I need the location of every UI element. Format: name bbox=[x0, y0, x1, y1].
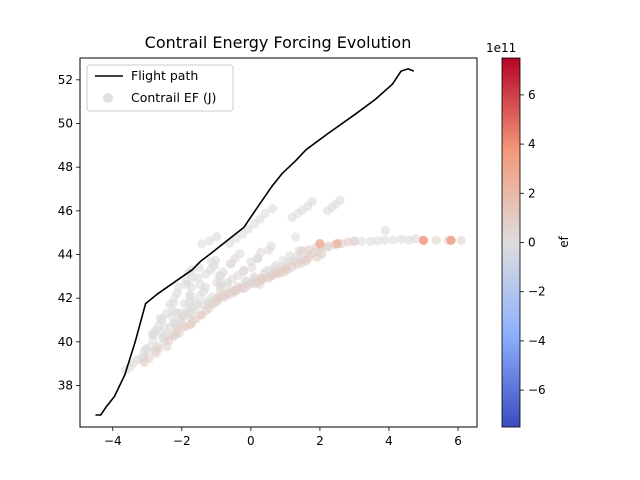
colorbar-exponent: 1e11 bbox=[486, 41, 516, 55]
contrail-point bbox=[190, 296, 200, 306]
contrail-point bbox=[388, 235, 399, 245]
legend-label-contrail-ef: Contrail EF (J) bbox=[131, 90, 216, 105]
contrail-point bbox=[256, 247, 266, 257]
colorbar-tick-label: 0 bbox=[528, 236, 536, 250]
x-tick-label: −2 bbox=[173, 434, 191, 448]
contrail-point bbox=[201, 282, 211, 292]
contrail-point bbox=[373, 236, 383, 246]
colorbar-label: ef bbox=[557, 235, 571, 247]
contrail-point bbox=[380, 225, 391, 236]
contrail-point bbox=[210, 255, 221, 265]
contrail-point bbox=[218, 267, 228, 277]
chart-title: Contrail Energy Forcing Evolution bbox=[145, 33, 412, 52]
contrail-point bbox=[431, 235, 441, 245]
y-tick-label: 50 bbox=[58, 117, 73, 131]
y-tick-label: 40 bbox=[58, 335, 73, 349]
contrail-point bbox=[173, 323, 183, 334]
colorbar-tick-label: −2 bbox=[528, 285, 546, 299]
contrail-point bbox=[212, 232, 222, 242]
y-tick-label: 42 bbox=[58, 291, 73, 305]
contrail-point bbox=[411, 234, 421, 244]
x-tick-label: 0 bbox=[247, 434, 255, 448]
scatter-layer bbox=[121, 195, 466, 375]
contrail-point bbox=[197, 239, 207, 249]
x-tick-label: 4 bbox=[385, 434, 393, 448]
contrail-point bbox=[303, 253, 313, 263]
contrail-point bbox=[267, 204, 278, 214]
y-tick-label: 48 bbox=[58, 160, 73, 174]
contrail-point bbox=[155, 313, 165, 323]
contrail-point bbox=[185, 290, 195, 300]
contrail-point bbox=[356, 236, 366, 246]
flight-path-line bbox=[95, 68, 415, 416]
x-tick-label: 6 bbox=[454, 434, 462, 448]
contrail-point bbox=[194, 262, 204, 273]
y-axis: 38 40 42 44 46 48 50 52 bbox=[58, 73, 80, 393]
contrail-point bbox=[266, 241, 276, 251]
contrail-point bbox=[380, 235, 390, 245]
legend: Flight path Contrail EF (J) bbox=[86, 64, 234, 112]
contrail-point bbox=[446, 235, 456, 245]
contrail-point bbox=[144, 353, 154, 363]
contrail-point bbox=[174, 282, 184, 292]
contrail-point bbox=[193, 273, 203, 283]
contrail-point bbox=[456, 235, 466, 245]
contrail-point bbox=[291, 232, 301, 242]
x-tick-label: 2 bbox=[316, 434, 324, 448]
y-tick-label: 44 bbox=[58, 248, 73, 262]
contrail-point bbox=[243, 280, 253, 290]
contrail-point bbox=[205, 236, 215, 246]
contrail-point bbox=[418, 235, 429, 245]
colorbar-tick-label: −4 bbox=[528, 334, 546, 348]
y-tick-label: 52 bbox=[58, 73, 73, 87]
colorbar-ticks: −6 −4 −2 0 2 4 6 bbox=[520, 88, 546, 397]
contrail-point bbox=[153, 344, 163, 354]
contrail-point bbox=[142, 345, 152, 355]
contrail-point bbox=[366, 236, 376, 246]
colorbar-tick-label: 6 bbox=[528, 88, 536, 102]
contrail-point bbox=[297, 245, 307, 256]
contrail-point bbox=[350, 236, 360, 247]
contrail-point bbox=[186, 282, 197, 292]
plot-frame bbox=[79, 57, 478, 428]
x-axis: −4 −2 0 2 4 6 bbox=[104, 427, 462, 448]
contrail-point bbox=[215, 291, 225, 301]
contrail-point bbox=[335, 195, 345, 205]
x-tick-label: −4 bbox=[104, 434, 122, 448]
colorbar: −6 −4 −2 0 2 4 6 1e11 ef bbox=[486, 41, 571, 428]
contrail-point bbox=[235, 249, 245, 259]
contrail-point bbox=[315, 239, 325, 249]
contrail-point bbox=[317, 249, 327, 259]
y-tick-label: 38 bbox=[58, 379, 73, 393]
legend-label-flight-path: Flight path bbox=[131, 68, 198, 83]
colorbar-tick-label: 2 bbox=[528, 186, 536, 200]
contrail-point bbox=[307, 197, 317, 207]
legend-marker-contrail bbox=[103, 93, 113, 103]
contrail-point bbox=[243, 224, 253, 234]
y-tick-label: 46 bbox=[58, 204, 73, 218]
colorbar-tick-label: −6 bbox=[528, 383, 546, 397]
flight-path-layer bbox=[95, 68, 415, 416]
contrail-point bbox=[397, 234, 407, 244]
contrail-point bbox=[332, 239, 342, 249]
contrail-point bbox=[187, 316, 198, 326]
contrail-point bbox=[304, 245, 314, 255]
contrail-point bbox=[239, 265, 249, 275]
colorbar-tick-label: 4 bbox=[528, 137, 536, 151]
colorbar-gradient bbox=[501, 57, 521, 428]
contrail-point bbox=[260, 208, 270, 218]
legend-box bbox=[86, 64, 234, 112]
